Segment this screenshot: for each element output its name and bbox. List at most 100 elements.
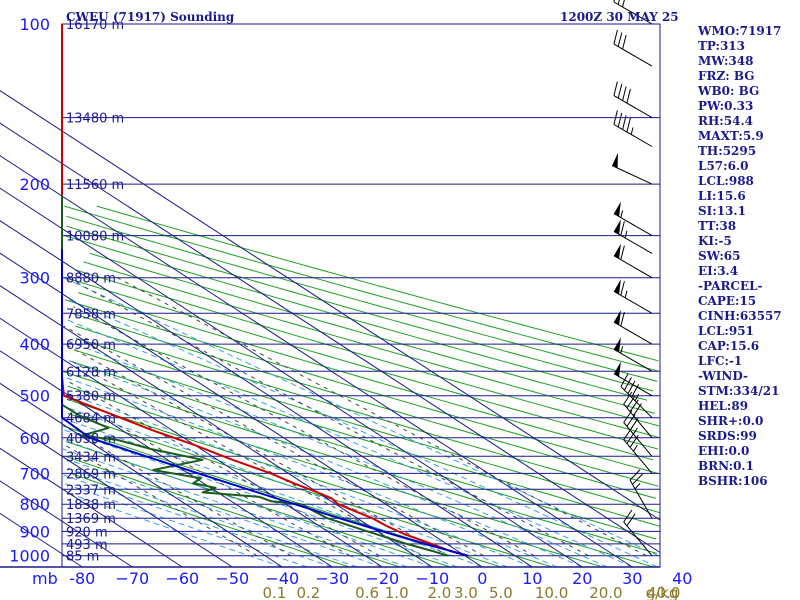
moist-adiabat — [62, 439, 433, 568]
index-line: SHR+:0.0 — [698, 414, 764, 428]
pressure-tick-label: 100 — [19, 15, 50, 34]
index-line: MW:348 — [698, 54, 754, 68]
index-line: BRN:0.1 — [698, 459, 754, 473]
height-label: 4684 m — [66, 412, 116, 427]
pressure-unit-label: mb — [32, 569, 58, 588]
wind-barb — [629, 469, 653, 519]
dry-adiabat — [66, 225, 654, 392]
wind-barb-staff — [613, 373, 653, 397]
wind-barb-staff — [613, 321, 653, 345]
sounding-time: 1200Z 30 MAY 25 — [560, 10, 679, 24]
isotherm — [0, 252, 483, 568]
moist-adiabat — [68, 360, 583, 568]
index-line: L57:6.0 — [698, 159, 749, 173]
wind-barb-flag — [613, 110, 618, 125]
index-line: LI:15.6 — [698, 189, 746, 203]
wind-barb-half-flag — [634, 394, 640, 401]
wind-barb-half-flag — [632, 427, 638, 435]
diagram-background-lines — [61, 205, 661, 568]
wind-barb — [613, 279, 653, 314]
mixing-ratio-line — [117, 277, 647, 557]
isotherm — [0, 382, 283, 568]
wind-barb-pennant — [613, 201, 621, 217]
height-label: 1838 m — [66, 498, 116, 513]
wind-barb-staff — [623, 521, 653, 557]
wind-barb-pennant — [613, 243, 621, 259]
dry-adiabat — [75, 325, 656, 499]
dry-adiabat — [70, 472, 350, 568]
height-label: 13480 m — [66, 112, 124, 127]
wind-barb — [613, 110, 653, 147]
dry-adiabat — [64, 235, 648, 401]
sounding-curves — [61, 24, 469, 557]
moist-adiabat — [65, 392, 533, 568]
index-line: KI:-5 — [698, 234, 732, 248]
height-label: 920 m — [66, 525, 108, 540]
height-label: 7858 m — [66, 307, 116, 322]
wind-barb-staff — [623, 422, 653, 457]
dry-adiabat — [78, 292, 654, 461]
wind-barb-flag — [622, 0, 625, 8]
index-line: TP:313 — [698, 39, 746, 53]
wind-barb — [613, 0, 653, 25]
pressure-tick-label: 200 — [19, 175, 50, 194]
isotherm — [0, 317, 383, 568]
wind-barb-flag — [613, 29, 618, 45]
temperature-tick-label: 40 — [672, 569, 692, 588]
wind-barb-half-flag — [620, 210, 624, 218]
wind-barb-flag — [622, 34, 627, 50]
index-line: CAP:15.6 — [698, 339, 760, 353]
wind-barb-flag — [623, 377, 632, 391]
index-line: PW:0.33 — [698, 99, 754, 113]
height-label: 2337 m — [66, 483, 116, 498]
pressure-tick-label: 900 — [19, 522, 50, 541]
dry-adiabat — [75, 337, 661, 514]
index-line: TH:5295 — [698, 144, 757, 158]
temperature-tick-label: 30 — [622, 569, 642, 588]
pressure-tick-label: 500 — [19, 387, 50, 406]
wind-barb — [611, 152, 653, 185]
mixing-ratio-label: 1.0 — [385, 584, 409, 600]
dry-adiabat — [67, 412, 553, 568]
wind-barb-staff — [613, 255, 653, 279]
isotherm — [0, 447, 183, 568]
wind-barb-pennant — [613, 219, 621, 235]
wind-barb-flag — [623, 509, 633, 523]
temperature-tick-label: 10 — [522, 569, 542, 588]
wind-barb-staff — [611, 165, 653, 185]
temperature-tick-label: −40 — [265, 569, 299, 588]
moist-adiabat — [64, 406, 508, 568]
wind-barb-staff — [623, 403, 653, 439]
temperature-tick-label: −50 — [215, 569, 249, 588]
indices-panel: WMO:71917 TP:313 MW:348 FRZ: BG WB0: BG PW:0.… — [698, 24, 782, 489]
wind-barb-flag — [617, 32, 623, 47]
wind-barb — [623, 391, 653, 439]
isotherm — [0, 155, 633, 568]
mixing-ratio-label: 10.0 — [535, 584, 568, 600]
wind-barb-flag — [620, 311, 625, 327]
mixing-ratio-label: 3.0 — [454, 584, 478, 600]
height-label: 3434 m — [66, 450, 116, 465]
wind-barb — [613, 201, 653, 237]
mixing-ratio-label: 20.0 — [589, 584, 622, 600]
wind-barb-flag — [626, 395, 636, 409]
pressure-tick-label: 600 — [19, 429, 50, 448]
moist-adiabat — [66, 419, 483, 568]
isotherm — [0, 415, 233, 568]
wind-barb-flag — [627, 380, 636, 394]
wind-barb-flag — [613, 81, 618, 96]
mixing-ratio-label: 5.0 — [489, 584, 513, 600]
mixing-ratio-unit-label: g/kg — [646, 584, 679, 600]
temperature-tick-label: 0 — [477, 569, 487, 588]
wind-barb — [613, 361, 653, 397]
wind-barb — [613, 29, 653, 67]
pressure-tick-label: 800 — [19, 495, 50, 514]
height-label: 4038 m — [66, 432, 116, 447]
dry-adiabat — [89, 252, 655, 414]
index-line: CAPE:15 — [698, 294, 757, 308]
moist-adiabat — [63, 474, 333, 568]
wind-barb-half-flag — [624, 290, 628, 298]
wind-barb-staff — [613, 348, 653, 372]
parcel-line — [61, 249, 469, 557]
